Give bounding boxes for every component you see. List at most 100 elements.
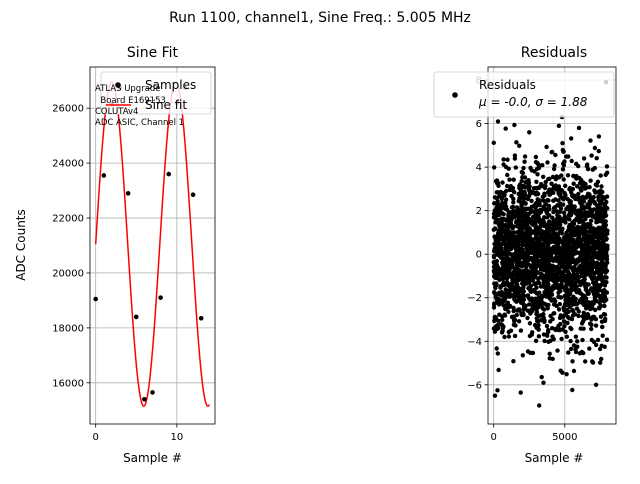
residual-point bbox=[568, 290, 573, 296]
residual-point bbox=[564, 206, 569, 212]
sine-fit-ytick-label: 24000 bbox=[52, 159, 84, 170]
residual-point bbox=[556, 290, 561, 295]
residual-point bbox=[492, 281, 497, 286]
residual-point bbox=[592, 165, 597, 171]
residual-point bbox=[580, 314, 585, 319]
residual-point bbox=[590, 359, 595, 364]
residual-point bbox=[528, 309, 534, 315]
residual-point bbox=[493, 265, 498, 271]
residual-point bbox=[532, 204, 538, 210]
residual-point bbox=[506, 334, 512, 339]
residual-point bbox=[579, 188, 584, 193]
residual-point bbox=[573, 334, 579, 339]
residual-point bbox=[585, 300, 590, 305]
residual-point bbox=[558, 258, 563, 264]
residual-point bbox=[510, 293, 515, 298]
residual-point bbox=[527, 190, 533, 195]
residual-point bbox=[503, 257, 509, 262]
residual-point bbox=[494, 346, 499, 351]
residual-point bbox=[522, 159, 527, 164]
residual-point bbox=[537, 290, 542, 295]
residual-point bbox=[566, 301, 571, 306]
residual-point bbox=[560, 226, 565, 231]
residual-point bbox=[540, 229, 546, 234]
residual-point bbox=[544, 264, 549, 270]
sample-point bbox=[190, 192, 196, 197]
residual-point bbox=[514, 205, 520, 210]
residual-point bbox=[517, 298, 523, 303]
annotation-line-4: ADC ASIC, Channel 1 bbox=[95, 118, 184, 128]
residual-point bbox=[536, 334, 542, 339]
residual-point bbox=[541, 380, 546, 385]
sine-fit-annotation: ATLAS Upgrade Board E169153 COLUTAv4 ADC… bbox=[95, 84, 184, 128]
residual-point bbox=[602, 303, 607, 309]
residuals-frame bbox=[487, 66, 617, 425]
residual-point bbox=[535, 197, 540, 202]
residual-point bbox=[603, 219, 608, 224]
residual-point bbox=[521, 301, 526, 306]
residual-point bbox=[521, 196, 527, 201]
residual-point bbox=[580, 195, 585, 200]
residual-point bbox=[564, 216, 569, 221]
residual-point bbox=[500, 180, 505, 185]
residual-point bbox=[514, 252, 520, 258]
residual-point bbox=[570, 221, 575, 226]
residual-point bbox=[534, 179, 539, 184]
residual-point bbox=[592, 145, 598, 151]
residual-point bbox=[536, 185, 542, 191]
residual-point bbox=[571, 343, 577, 348]
residual-point bbox=[502, 313, 508, 318]
residual-point bbox=[573, 347, 578, 352]
residual-point bbox=[502, 192, 507, 197]
residual-point bbox=[512, 122, 517, 128]
residual-point bbox=[553, 275, 558, 281]
residual-point bbox=[525, 349, 531, 354]
residual-point bbox=[570, 387, 575, 393]
residual-point bbox=[580, 319, 586, 324]
residual-point bbox=[555, 270, 560, 275]
residual-point bbox=[531, 306, 537, 312]
residual-point bbox=[514, 245, 520, 250]
residual-point bbox=[542, 193, 547, 198]
residual-point bbox=[541, 223, 546, 228]
residual-point bbox=[492, 393, 498, 398]
residual-point bbox=[539, 374, 544, 380]
sine-fit-ytick-label: 16000 bbox=[52, 378, 84, 389]
residual-point bbox=[547, 249, 552, 255]
residual-point bbox=[500, 317, 505, 323]
figure-suptitle: Run 1100, channel1, Sine Freq.: 5.005 MH… bbox=[169, 10, 471, 26]
residual-point bbox=[546, 229, 551, 234]
residual-point bbox=[561, 319, 567, 324]
residual-point bbox=[521, 165, 526, 171]
residual-point bbox=[542, 338, 547, 344]
residual-point bbox=[503, 287, 508, 292]
residual-point bbox=[491, 305, 497, 310]
residual-point bbox=[551, 166, 557, 172]
sine-fit-ytick-label: 26000 bbox=[52, 104, 84, 115]
legend-sine-fit-label: Sine fit bbox=[145, 98, 187, 112]
residual-point bbox=[517, 308, 522, 313]
residual-point bbox=[494, 300, 500, 305]
residual-point bbox=[581, 278, 587, 283]
residual-point bbox=[509, 210, 515, 215]
residual-point bbox=[492, 165, 497, 170]
residual-point bbox=[599, 356, 604, 362]
residual-point bbox=[595, 207, 600, 212]
residual-point bbox=[532, 260, 538, 265]
residual-point bbox=[528, 256, 533, 261]
residual-point bbox=[547, 176, 552, 181]
residual-point bbox=[565, 244, 570, 249]
residual-point bbox=[569, 316, 575, 322]
residual-point bbox=[568, 228, 574, 233]
residual-point bbox=[563, 295, 568, 300]
residual-point bbox=[543, 179, 548, 185]
residual-point bbox=[552, 163, 557, 168]
residual-point bbox=[535, 318, 540, 324]
residual-point bbox=[557, 301, 562, 307]
residual-point bbox=[536, 276, 541, 281]
residual-point bbox=[588, 321, 593, 326]
residual-point bbox=[531, 267, 536, 272]
residual-point bbox=[596, 282, 601, 288]
residual-point bbox=[581, 199, 587, 204]
